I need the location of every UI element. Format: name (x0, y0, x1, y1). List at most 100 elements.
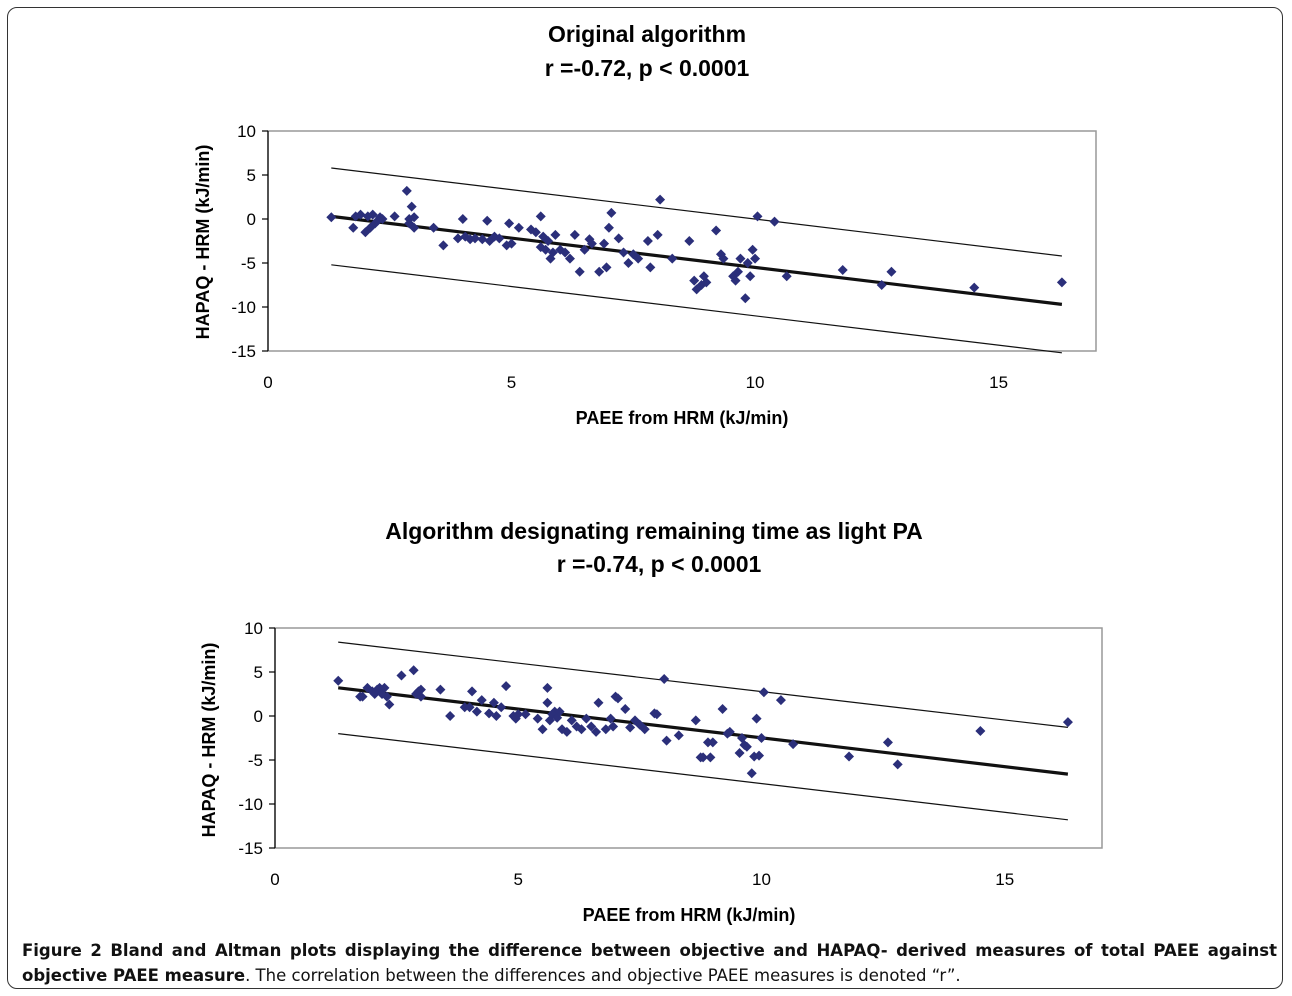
y-tick-label: -10 (231, 298, 256, 317)
data-point (633, 253, 644, 264)
data-point (477, 234, 488, 245)
data-point (667, 253, 678, 264)
data-point (711, 225, 722, 236)
data-point (724, 726, 735, 737)
y-ticks: 10 5 0 -5 -10 -15 (231, 122, 269, 361)
data-point (747, 244, 758, 255)
data-point (438, 240, 449, 251)
y-tick-label: 5 (254, 663, 263, 682)
data-point (745, 271, 756, 282)
data-point (718, 253, 729, 264)
data-point (406, 201, 417, 212)
y-tick-label: -5 (248, 751, 263, 770)
data-point (689, 275, 700, 286)
upper-limit-line (338, 641, 1068, 728)
data-point (579, 244, 590, 255)
x-tick-label: 5 (507, 373, 516, 392)
data-point (494, 233, 505, 244)
data-point (532, 713, 543, 724)
plot-area (274, 627, 1103, 849)
data-point (741, 741, 752, 752)
data-point (379, 682, 390, 693)
data-point (326, 212, 337, 223)
data-point (496, 702, 507, 713)
data-point (892, 759, 903, 770)
data-point (684, 236, 695, 246)
chart-title: Algorithm designating remaining time as … (385, 518, 923, 544)
figure-frame (7, 7, 1283, 989)
data-point (751, 713, 762, 724)
x-tick-label: 0 (270, 870, 279, 889)
data-point (882, 737, 893, 748)
x-tick-label: 15 (989, 373, 1008, 392)
data-point (613, 233, 624, 244)
data-point (542, 682, 553, 693)
x-tick-label: 5 (514, 870, 523, 889)
data-point (661, 735, 672, 746)
data-point (781, 271, 792, 282)
data-point (707, 737, 718, 748)
data-point (652, 229, 663, 240)
data-point (740, 293, 751, 304)
x-ticks: 0 5 10 15 (263, 373, 1008, 392)
data-point (415, 684, 426, 695)
data-point (734, 747, 745, 758)
y-tick-label: -5 (241, 254, 256, 273)
lower-limit-line (331, 264, 1062, 354)
data-point (561, 726, 572, 737)
data-point (574, 266, 585, 277)
data-point (620, 703, 631, 714)
data-point (645, 262, 656, 273)
data-point (742, 258, 753, 268)
y-tick-label: 0 (254, 707, 263, 726)
data-point (482, 215, 493, 226)
data-point (348, 222, 359, 233)
data-point (501, 681, 512, 692)
data-point (504, 218, 515, 229)
data-point (606, 207, 617, 218)
data-point (513, 709, 524, 720)
data-point (384, 699, 395, 710)
reference-lines (331, 167, 1063, 354)
data-point (488, 697, 499, 708)
data-point (566, 715, 577, 726)
data-point (581, 713, 592, 724)
x-tick-label: 10 (746, 373, 765, 392)
data-point (396, 670, 407, 681)
data-point (520, 709, 531, 720)
upper-limit-line (331, 167, 1062, 257)
data-point (569, 229, 580, 240)
data-point (506, 238, 517, 249)
data-point (752, 211, 763, 222)
data-point (550, 229, 561, 240)
reference-lines (338, 641, 1069, 821)
x-tick-label: 10 (752, 870, 771, 889)
x-axis-title: PAEE from HRM (kJ/min) (583, 905, 796, 925)
data-point (467, 686, 478, 697)
data-point (618, 247, 629, 258)
data-point (599, 238, 610, 249)
data-point (355, 209, 366, 220)
data-point (428, 222, 439, 233)
chart-title: Original algorithm (548, 21, 746, 47)
data-point (594, 266, 605, 277)
data-point (886, 266, 897, 277)
chart-subtitle: r =-0.74, p < 0.0001 (557, 551, 762, 577)
data-point (537, 724, 548, 735)
data-point (705, 752, 716, 763)
data-point (554, 706, 565, 717)
data-point (715, 249, 726, 260)
data-point (389, 211, 400, 222)
data-point (750, 253, 761, 264)
data-points (333, 665, 1073, 779)
data-point (603, 222, 614, 233)
data-point (333, 675, 344, 686)
data-point (464, 702, 475, 713)
data-point (625, 722, 636, 733)
data-point (593, 697, 604, 708)
data-point (756, 733, 767, 743)
data-point (659, 674, 670, 685)
data-point (651, 709, 662, 720)
data-point (445, 711, 456, 721)
data-point (476, 695, 487, 706)
